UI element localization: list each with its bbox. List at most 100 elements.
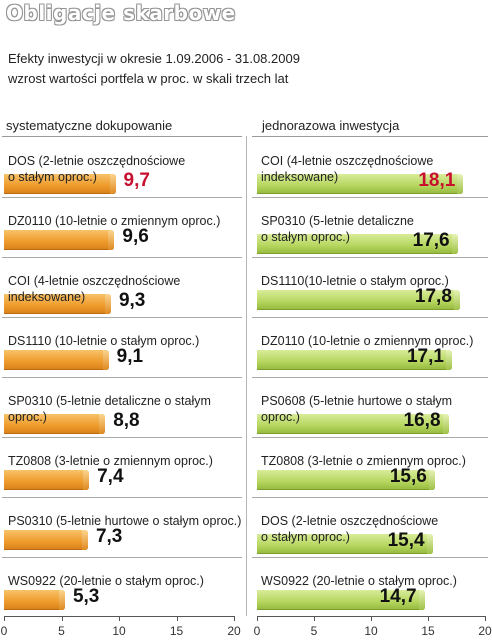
left-bar-cap-8 (58, 590, 65, 610)
left-category-label-1-line-2: o stałym oproc.) (8, 170, 97, 184)
right-x-tick-5 (314, 616, 315, 621)
right-category-label-2-line-2: o stałym oproc.) (261, 230, 350, 244)
right-category-label-1-line-1: COI (4-letnie oszczędnościowe (261, 154, 434, 168)
left-bar-7 (4, 530, 88, 550)
left-panel-label: systematyczne dokupowanie (6, 118, 173, 133)
chart-title: Obligacje skarbowe (6, 1, 236, 25)
right-bar-cap-1 (457, 174, 464, 194)
right-row-divider-3 (252, 317, 488, 318)
right-category-label-6: TZ0808 (3-letnie o zmiennym oproc.) (261, 453, 466, 469)
right-category-label-7: DOS (2-letnie oszczędnościowe o stałym op… (261, 513, 438, 545)
left-value-label-1: 9,7 (123, 170, 150, 191)
right-category-label-5-line-2: oproc.) (261, 410, 300, 424)
right-bar-cap-8 (418, 590, 425, 610)
left-category-label-4-line-1: DS1110 (10-letnie o stałym oproc.) (8, 334, 200, 348)
right-x-tick-label-15: 15 (421, 624, 435, 638)
right-bar-3 (257, 290, 460, 310)
right-bar-cap-4 (445, 350, 452, 370)
left-category-label-2: DZ0110 (10-letnie o zmiennym oproc.) (8, 213, 220, 229)
left-category-label-5-line-2: oproc.) (8, 410, 47, 424)
left-bar-1 (4, 174, 116, 194)
right-bar-cap-5 (442, 414, 449, 434)
left-bar-cap-7 (81, 530, 88, 550)
left-bar-cap-4 (102, 350, 109, 370)
right-row-divider-4 (252, 377, 488, 378)
left-x-tick-10 (119, 616, 120, 621)
right-x-tick-20 (485, 616, 486, 621)
left-bar-6 (4, 470, 90, 490)
right-category-label-4: DZ0110 (10-letnie o zmiennym oproc.) (261, 333, 473, 349)
left-bar-cap-2 (108, 230, 115, 250)
left-x-tick-label-15: 15 (169, 624, 184, 638)
left-bar-cap-6 (83, 470, 90, 490)
left-x-tick-label-20: 20 (227, 624, 241, 638)
right-row-divider-5 (252, 437, 488, 438)
right-category-label-1-line-2: indeksowane) (261, 170, 339, 184)
left-bar-4 (4, 350, 109, 370)
right-row-divider-6 (252, 497, 488, 498)
right-category-label-5: PS0608 (5-letnie hurtowe o stałym oproc.) (261, 393, 452, 425)
right-category-label-5-line-1: PS0608 (5-letnie hurtowe o stałym (261, 394, 453, 408)
left-category-label-6: TZ0808 (3-letnie o zmiennym oproc.) (8, 453, 213, 469)
left-category-label-4: DS1110 (10-letnie o stałym oproc.) (8, 333, 199, 349)
right-bar-4 (257, 350, 452, 370)
right-bar-5 (257, 414, 449, 434)
right-x-tick-0 (257, 616, 258, 621)
left-value-label-3: 9,3 (118, 290, 146, 311)
left-bar-cap-3 (104, 294, 111, 314)
chart-subtitle: Efekty inwestycji w okresie 1.09.2006 - … (8, 51, 300, 66)
left-value-label-7: 7,3 (95, 526, 123, 547)
left-x-tick-label-10: 10 (112, 624, 126, 638)
right-category-label-4-line-1: DZ0110 (10-letnie o zmiennym oproc.) (261, 334, 474, 348)
left-value-label-2: 9,6 (122, 226, 149, 247)
right-bar-cap-2 (451, 234, 458, 254)
left-category-label-1: DOS (2-letnie oszczędnościowe o stałym op… (8, 153, 185, 185)
left-row-divider-6 (2, 497, 242, 498)
left-row-divider-5 (2, 437, 242, 438)
right-value-label-6: 15,6 (389, 466, 427, 487)
left-value-label-8: 5,3 (72, 586, 100, 607)
left-category-label-3: COI (4-letnie oszczędnościowe indeksowane… (8, 273, 180, 305)
left-bar-cap-1 (109, 174, 116, 194)
right-x-tick-label-5: 5 (310, 624, 318, 638)
right-bar-cap-7 (426, 534, 433, 554)
left-row-divider-2 (2, 257, 242, 258)
left-x-tick-label-0: 0 (0, 624, 8, 638)
left-category-label-3-line-2: indeksowane) (8, 290, 86, 304)
right-value-label-4: 17,1 (406, 346, 444, 367)
right-panel-rule (252, 136, 488, 137)
right-row-divider-1 (252, 197, 488, 198)
right-category-label-7-line-2: o stałym oproc.) (261, 530, 350, 544)
right-x-tick-label-0: 0 (253, 624, 261, 638)
left-row-divider-7 (2, 557, 242, 558)
left-x-tick-20 (234, 616, 235, 621)
left-x-tick-0 (4, 616, 5, 621)
right-category-label-8: WS0922 (20-letnie o stałym oproc.) (261, 573, 457, 589)
left-category-label-5: SP0310 (5-letnie detaliczne o stałym opro… (8, 393, 211, 425)
left-value-label-4: 9,1 (116, 346, 144, 367)
right-row-divider-7 (252, 557, 488, 558)
right-value-label-2: 17,6 (412, 230, 450, 251)
left-category-label-8-line-1: WS0922 (20-letnie o stałym oproc.) (8, 574, 204, 588)
left-bar-3 (4, 294, 111, 314)
left-category-label-1-line-1: DOS (2-letnie oszczędnościowe (8, 154, 186, 168)
right-bar-1 (257, 174, 464, 194)
right-row-divider-2 (252, 257, 488, 258)
left-category-label-7: PS0310 (5-letnie hurtowe o stałym oproc.… (8, 513, 241, 529)
left-category-label-8: WS0922 (20-letnie o stałym oproc.) (8, 573, 204, 589)
left-x-tick-label-5: 5 (58, 624, 65, 638)
left-bar-cap-5 (99, 414, 106, 434)
left-row-divider-3 (2, 317, 242, 318)
right-bar-8 (257, 590, 425, 610)
right-category-label-2: SP0310 (5-letnie detaliczne o stałym opro… (261, 213, 414, 245)
right-x-tick-label-10: 10 (364, 624, 378, 638)
left-x-tick-15 (176, 616, 178, 621)
right-value-label-7: 15,4 (387, 530, 425, 551)
panel-separator (246, 136, 247, 616)
left-value-label-6: 7,4 (97, 466, 124, 487)
right-category-label-2-line-1: SP0310 (5-letnie detaliczne (261, 214, 414, 228)
left-category-label-6-line-1: TZ0808 (3-letnie o zmiennym oproc.) (8, 454, 213, 468)
right-category-label-7-line-1: DOS (2-letnie oszczędnościowe (261, 514, 439, 528)
left-row-divider-4 (2, 377, 242, 378)
left-panel-rule (2, 136, 242, 137)
